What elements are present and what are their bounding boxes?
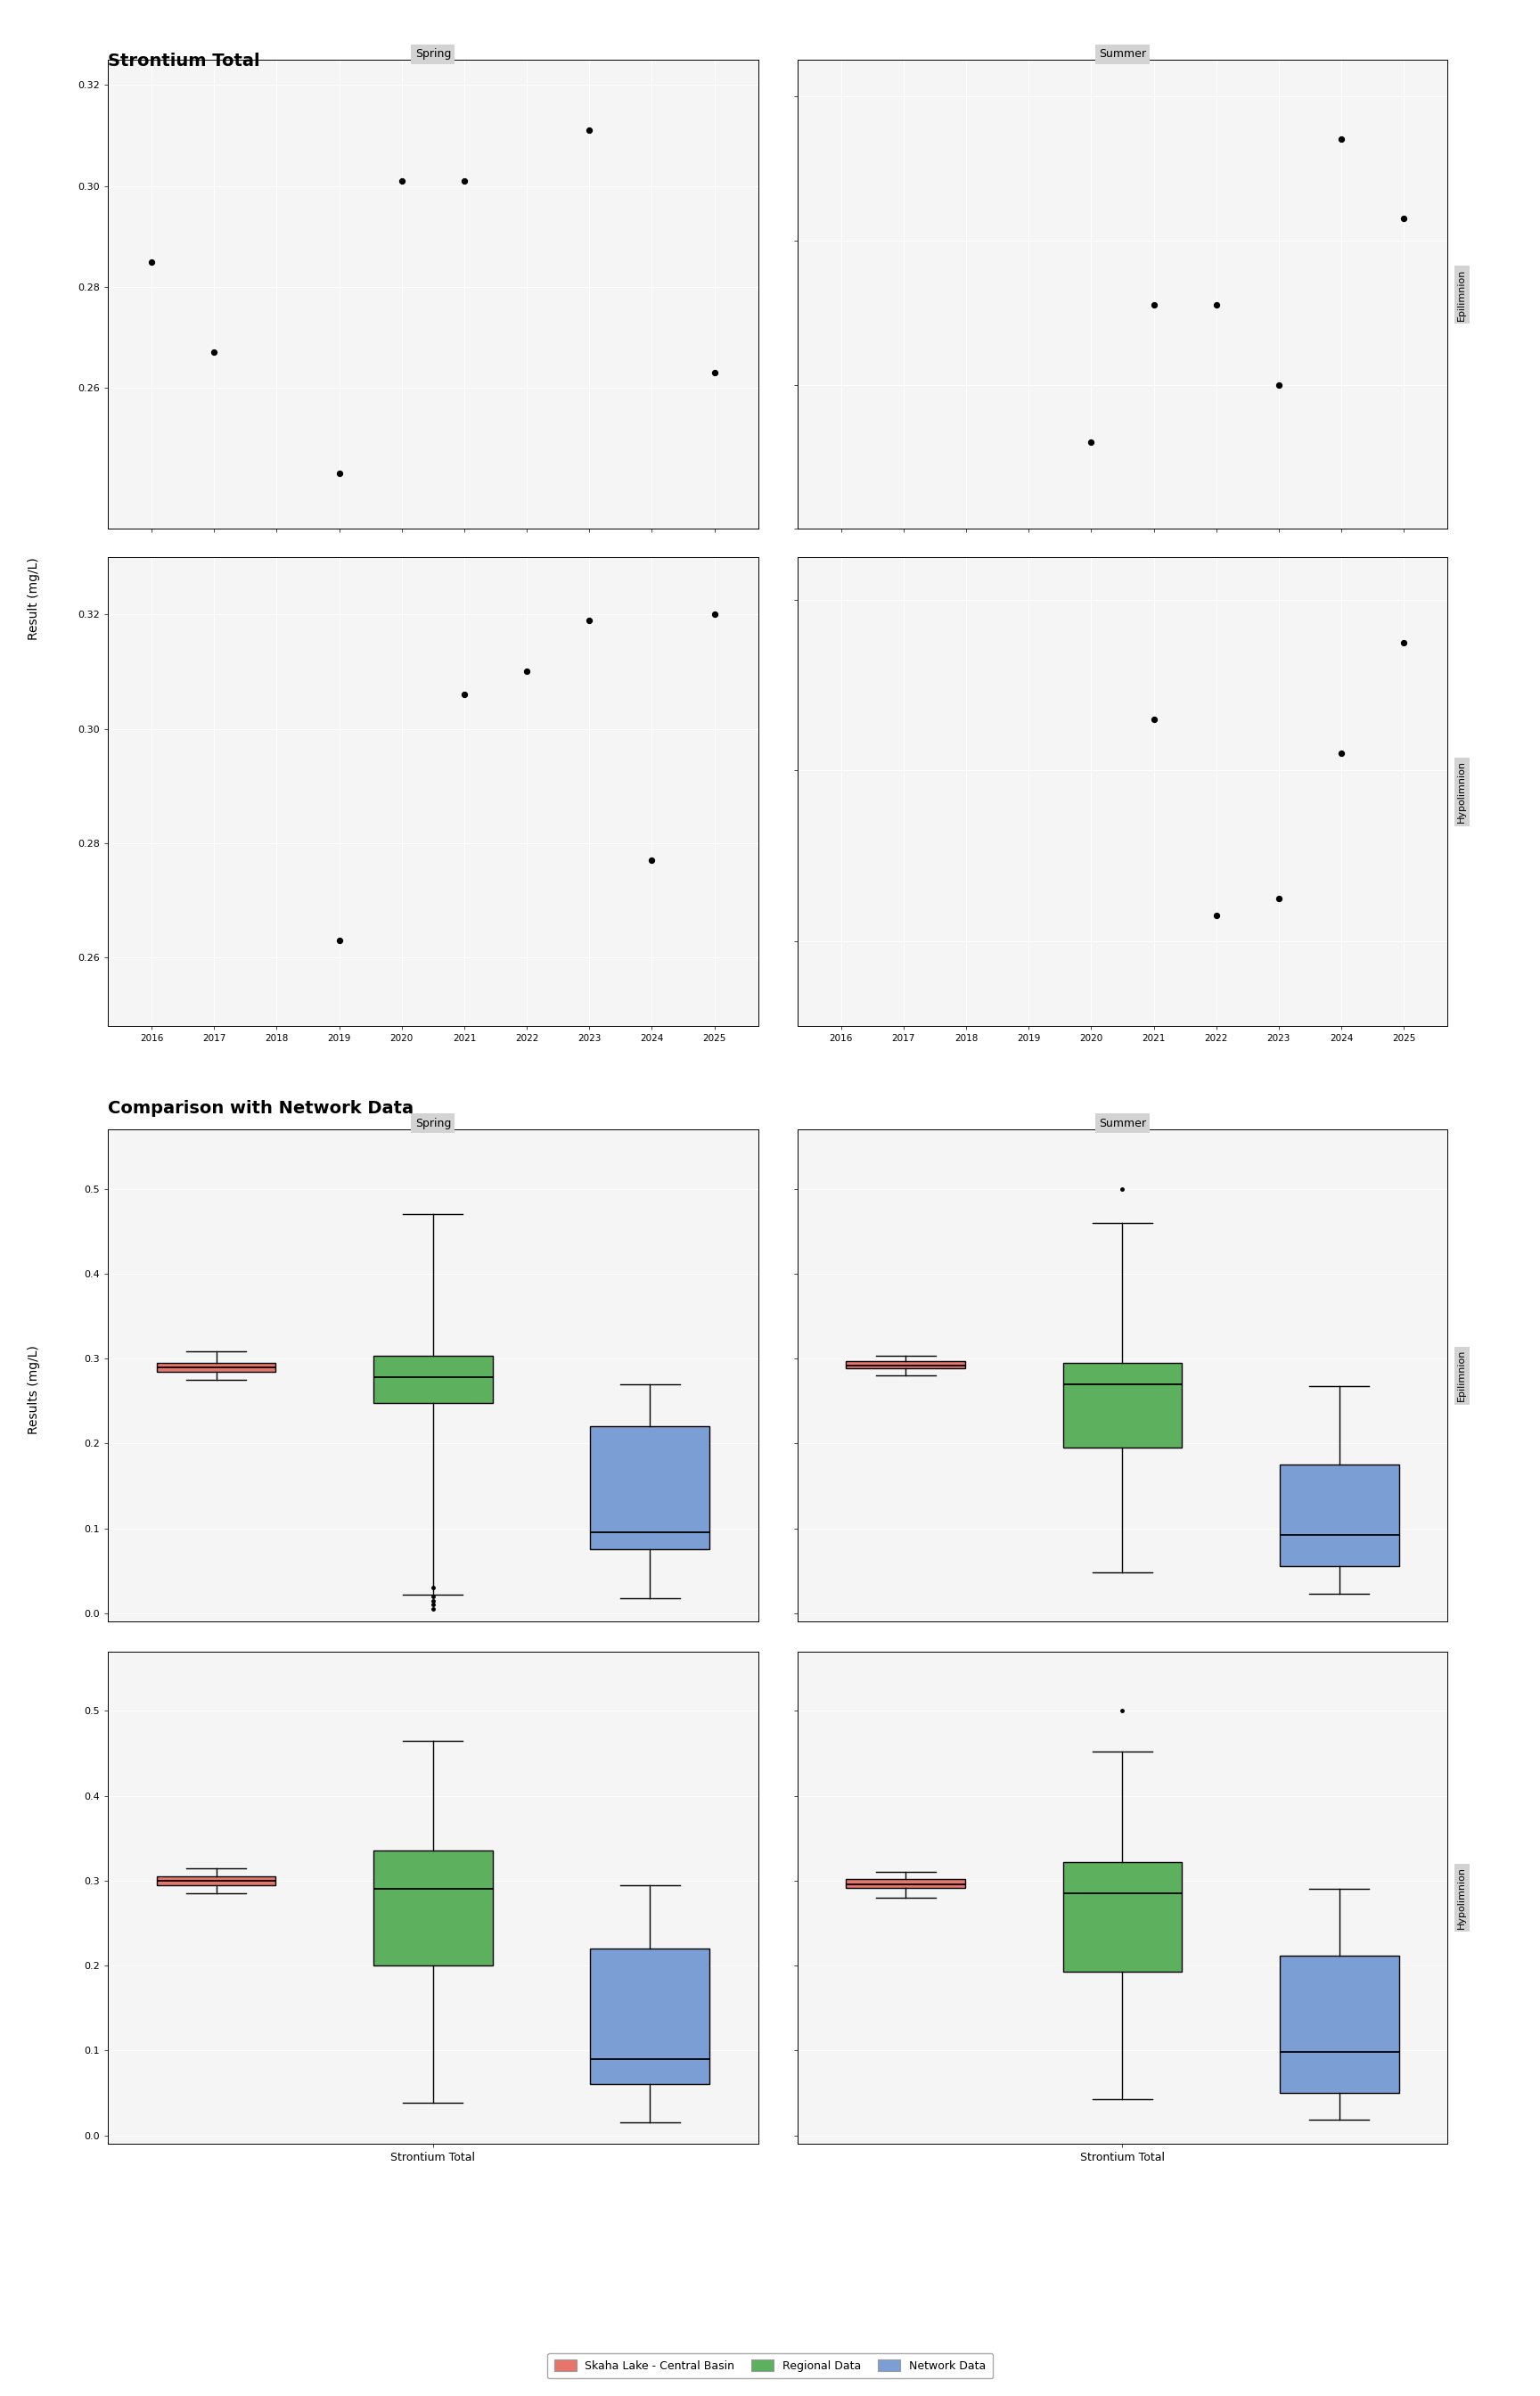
Point (639, 841, 664, 879)
Point (1392, 199, 1417, 237)
Point (1141, 285, 1166, 323)
PathPatch shape (1063, 1363, 1183, 1447)
Point (702, 355, 727, 393)
Text: Epilimnion: Epilimnion (1457, 1349, 1466, 1402)
PathPatch shape (373, 1356, 493, 1402)
PathPatch shape (1280, 1955, 1398, 2094)
Text: Result (mg/L): Result (mg/L) (28, 558, 40, 640)
Point (326, 922, 351, 961)
PathPatch shape (1063, 1862, 1183, 1972)
Point (451, 676, 476, 714)
PathPatch shape (157, 1363, 276, 1373)
Point (202, 333, 226, 371)
PathPatch shape (157, 1876, 276, 1886)
Title: Summer: Summer (1098, 1117, 1146, 1129)
Point (1204, 896, 1229, 934)
Point (1266, 879, 1291, 918)
PathPatch shape (373, 1850, 493, 1965)
Legend: Skaha Lake - Central Basin, Regional Data, Network Data: Skaha Lake - Central Basin, Regional Dat… (547, 2353, 993, 2379)
Point (451, 163, 476, 201)
Point (702, 594, 727, 633)
Point (578, 601, 602, 640)
Text: Comparison with Network Data: Comparison with Network Data (108, 1100, 414, 1117)
Text: Strontium Total: Strontium Total (108, 53, 260, 69)
Text: Hypolimnion: Hypolimnion (1457, 760, 1466, 822)
PathPatch shape (1280, 1464, 1398, 1567)
Point (514, 652, 539, 690)
Point (139, 242, 163, 280)
Point (390, 163, 414, 201)
Point (1266, 367, 1291, 405)
Title: Spring: Spring (414, 48, 451, 60)
Point (1141, 700, 1166, 738)
Point (1392, 623, 1417, 661)
Point (1329, 733, 1354, 772)
PathPatch shape (845, 1878, 966, 1888)
PathPatch shape (590, 1948, 710, 2085)
Title: Summer: Summer (1098, 48, 1146, 60)
Point (578, 110, 602, 149)
Point (1329, 120, 1354, 158)
Point (326, 455, 351, 494)
Point (1204, 285, 1229, 323)
Text: Hypolimnion: Hypolimnion (1457, 1866, 1466, 1929)
Title: Spring: Spring (414, 1117, 451, 1129)
Point (1080, 424, 1104, 462)
PathPatch shape (845, 1361, 966, 1368)
Text: Results (mg/L): Results (mg/L) (28, 1344, 40, 1435)
Text: Epilimnion: Epilimnion (1457, 268, 1466, 321)
PathPatch shape (590, 1426, 710, 1550)
